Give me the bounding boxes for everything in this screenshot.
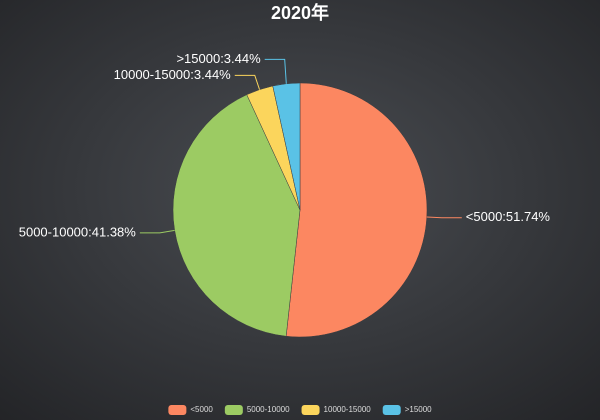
legend-label: <5000 [190,405,213,414]
legend-label: 10000-15000 [324,405,372,414]
legend-swatch [382,405,401,415]
leader-line [264,58,287,84]
legend-item[interactable]: 10000-15000 [301,405,372,415]
data-label: 5000-10000:41.38% [19,224,137,239]
chart-title: 2020年 [271,2,329,23]
legend-label: 5000-10000 [247,405,290,414]
legend-item[interactable]: 5000-10000 [224,405,290,415]
legend-item[interactable]: <5000 [168,405,213,415]
data-label: 10000-15000:3.44% [114,67,232,82]
legend-item[interactable]: >15000 [382,405,432,415]
data-label: >15000:3.44% [176,51,261,66]
leader-line [426,216,462,219]
leader-line [139,229,175,234]
leader-line [234,74,261,90]
legend-swatch [301,405,320,415]
legend-swatch [168,405,187,415]
legend-swatch [224,405,243,415]
data-label: <5000:51.74% [466,209,551,224]
legend-label: >15000 [405,405,432,414]
pie-slice [285,82,428,338]
